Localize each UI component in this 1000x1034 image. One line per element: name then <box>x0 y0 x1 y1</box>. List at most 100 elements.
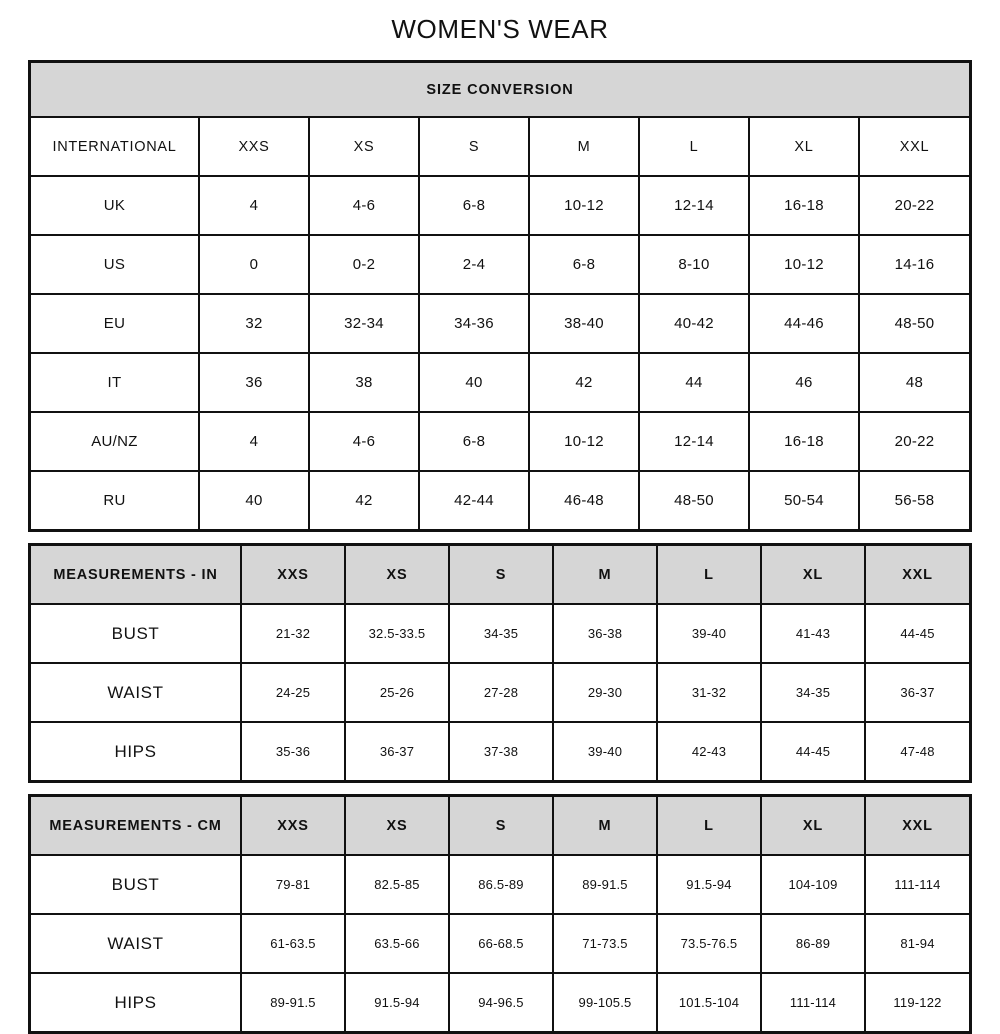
row-label: EU <box>31 293 200 354</box>
row-value: 34-35 <box>760 662 866 723</box>
row-value: 29-30 <box>552 662 658 723</box>
measurements-cm-body: MEASUREMENTS - CM XXS XS S M L XL XXL BU… <box>31 797 969 1031</box>
table-row: US 0 0-2 2-4 6-8 8-10 10-12 14-16 <box>31 234 969 295</box>
row-label: IT <box>31 352 200 413</box>
row-value: 32-34 <box>308 293 420 354</box>
row-value: 4 <box>198 411 310 472</box>
row-value: 10-12 <box>528 411 640 472</box>
table-row: BUST 21-32 32.5-33.5 34-35 36-38 39-40 4… <box>31 603 969 664</box>
row-value: 37-38 <box>448 721 554 780</box>
row-value: 25-26 <box>344 662 450 723</box>
row-value: 89-91.5 <box>552 854 658 915</box>
row-value: 4-6 <box>308 411 420 472</box>
row-value: 36-37 <box>864 662 969 723</box>
row-value: 6-8 <box>528 234 640 295</box>
row-value: 40 <box>198 470 310 529</box>
header-cell-l: L <box>638 116 750 177</box>
row-value: 40 <box>418 352 530 413</box>
row-label: HIPS <box>31 721 242 780</box>
size-conversion-table-block: SIZE CONVERSION INTERNATIONAL XXS XS S M… <box>28 60 972 532</box>
row-value: 4-6 <box>308 175 420 236</box>
row-value: 91.5-94 <box>656 854 762 915</box>
row-value: 20-22 <box>858 175 969 236</box>
header-cell-xl: XL <box>760 797 866 856</box>
row-value: 14-16 <box>858 234 969 295</box>
row-value: 71-73.5 <box>552 913 658 974</box>
header-cell-xs: XS <box>344 546 450 605</box>
row-value: 8-10 <box>638 234 750 295</box>
row-value: 48 <box>858 352 969 413</box>
row-value: 91.5-94 <box>344 972 450 1031</box>
row-value: 47-48 <box>864 721 969 780</box>
row-value: 16-18 <box>748 411 860 472</box>
row-value: 20-22 <box>858 411 969 472</box>
header-cell-s: S <box>448 546 554 605</box>
header-cell-l: L <box>656 797 762 856</box>
row-value: 31-32 <box>656 662 762 723</box>
row-value: 2-4 <box>418 234 530 295</box>
measurements-cm-table-block: MEASUREMENTS - CM XXS XS S M L XL XXL BU… <box>28 794 972 1034</box>
table-row: EU 32 32-34 34-36 38-40 40-42 44-46 48-5… <box>31 293 969 354</box>
table-row: UK 4 4-6 6-8 10-12 12-14 16-18 20-22 <box>31 175 969 236</box>
row-value: 39-40 <box>552 721 658 780</box>
row-value: 44 <box>638 352 750 413</box>
row-value: 46-48 <box>528 470 640 529</box>
row-label: WAIST <box>31 913 242 974</box>
row-value: 89-91.5 <box>240 972 346 1031</box>
header-cell-xxl: XXL <box>858 116 969 177</box>
row-value: 42 <box>528 352 640 413</box>
header-cell-measurements-in: MEASUREMENTS - IN <box>31 546 242 605</box>
size-conversion-banner: SIZE CONVERSION <box>31 63 969 118</box>
header-cell-l: L <box>656 546 762 605</box>
table-row: AU/NZ 4 4-6 6-8 10-12 12-14 16-18 20-22 <box>31 411 969 472</box>
row-value: 73.5-76.5 <box>656 913 762 974</box>
row-value: 79-81 <box>240 854 346 915</box>
row-value: 42-44 <box>418 470 530 529</box>
row-value: 42 <box>308 470 420 529</box>
row-value: 63.5-66 <box>344 913 450 974</box>
size-conversion-header-row: INTERNATIONAL XXS XS S M L XL XXL <box>31 116 969 177</box>
page-title: WOMEN'S WEAR <box>391 14 609 44</box>
header-cell-xs: XS <box>308 116 420 177</box>
row-value: 38-40 <box>528 293 640 354</box>
row-value: 94-96.5 <box>448 972 554 1031</box>
row-value: 111-114 <box>760 972 866 1031</box>
header-cell-xxs: XXS <box>240 546 346 605</box>
header-cell-m: M <box>552 546 658 605</box>
row-label: AU/NZ <box>31 411 200 472</box>
row-value: 38 <box>308 352 420 413</box>
row-label: US <box>31 234 200 295</box>
row-value: 6-8 <box>418 175 530 236</box>
row-value: 10-12 <box>748 234 860 295</box>
row-value: 66-68.5 <box>448 913 554 974</box>
header-cell-s: S <box>448 797 554 856</box>
row-value: 16-18 <box>748 175 860 236</box>
row-value: 12-14 <box>638 175 750 236</box>
row-value: 46 <box>748 352 860 413</box>
row-value: 86-89 <box>760 913 866 974</box>
row-value: 86.5-89 <box>448 854 554 915</box>
row-label: RU <box>31 470 200 529</box>
row-value: 0 <box>198 234 310 295</box>
header-cell-s: S <box>418 116 530 177</box>
row-value: 10-12 <box>528 175 640 236</box>
size-chart-page: WOMEN'S WEAR SIZE CONVERSION INTERNATION… <box>28 14 972 1034</box>
row-value: 50-54 <box>748 470 860 529</box>
row-value: 111-114 <box>864 854 969 915</box>
header-cell-xxl: XXL <box>864 797 969 856</box>
row-value: 6-8 <box>418 411 530 472</box>
row-value: 56-58 <box>858 470 969 529</box>
row-value: 81-94 <box>864 913 969 974</box>
measurements-in-header-row: MEASUREMENTS - IN XXS XS S M L XL XXL <box>31 546 969 605</box>
table-row: HIPS 89-91.5 91.5-94 94-96.5 99-105.5 10… <box>31 972 969 1031</box>
size-conversion-body: SIZE CONVERSION INTERNATIONAL XXS XS S M… <box>31 63 969 529</box>
row-value: 44-46 <box>748 293 860 354</box>
measurements-in-table-block: MEASUREMENTS - IN XXS XS S M L XL XXL BU… <box>28 543 972 783</box>
row-label: WAIST <box>31 662 242 723</box>
row-value: 34-35 <box>448 603 554 664</box>
header-cell-xxl: XXL <box>864 546 969 605</box>
row-value: 39-40 <box>656 603 762 664</box>
row-value: 35-36 <box>240 721 346 780</box>
table-row: RU 40 42 42-44 46-48 48-50 50-54 56-58 <box>31 470 969 529</box>
table-row: WAIST 24-25 25-26 27-28 29-30 31-32 34-3… <box>31 662 969 723</box>
